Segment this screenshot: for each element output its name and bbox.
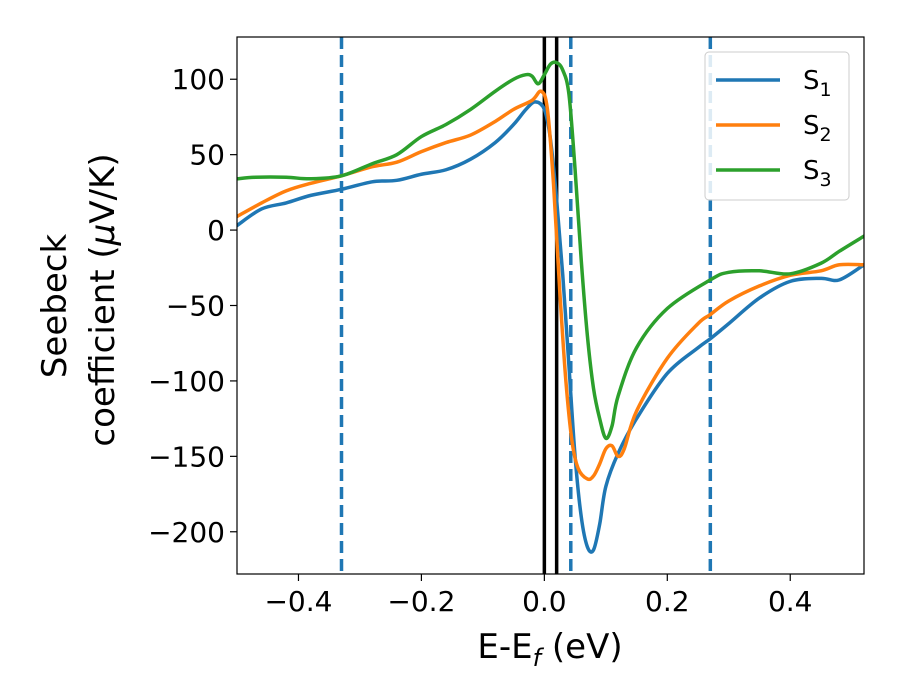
y-axis-label-unit: V/K) (83, 153, 123, 223)
y-tick-label: −150 (148, 440, 225, 473)
x-axis-label-main: E-E (477, 627, 532, 667)
legend-label-subscript: 3 (820, 169, 832, 191)
y-tick-label: −200 (148, 516, 225, 549)
legend-label-subscript: 1 (820, 79, 832, 101)
y-tick-label: −50 (166, 290, 225, 323)
legend-label-main: S (803, 66, 820, 96)
y-tick-label: −100 (148, 365, 225, 398)
x-tick-label: 0.0 (522, 585, 567, 618)
x-tick-label: 0.2 (645, 585, 690, 618)
legend-label-s2: S2 (803, 111, 832, 146)
y-axis-label-mu: μ (83, 224, 123, 247)
y-axis-label-line2: coefficient (μV/K) (83, 153, 123, 446)
y-axis-label-prefix: coefficient ( (83, 245, 123, 446)
legend-label-main: S (803, 156, 820, 186)
x-axis-label: E-Ef (eV) (477, 627, 622, 672)
x-axis: −0.4 −0.2 0.0 0.2 0.4 (264, 574, 813, 618)
series-lines (237, 60, 864, 554)
x-tick-label: −0.4 (264, 585, 332, 618)
series-line-s3 (237, 60, 864, 441)
y-axis: −200 −150 −100 −50 0 50 100 (148, 63, 237, 549)
series-line-s2 (237, 89, 864, 482)
x-tick-label: −0.2 (387, 585, 455, 618)
reference-lines (339, 37, 713, 574)
legend-label-main: S (803, 111, 820, 141)
y-tick-label: 0 (207, 214, 225, 247)
y-axis-label-line1: Seebeck (35, 234, 75, 379)
series-line-s1 (237, 100, 864, 554)
x-tick-label: 0.4 (768, 585, 813, 618)
y-tick-label: 100 (172, 63, 225, 96)
legend-label-s3: S3 (803, 156, 832, 191)
legend-label-s1: S1 (803, 66, 832, 101)
x-axis-label-unit: (eV) (541, 627, 623, 667)
legend-label-subscript: 2 (820, 124, 832, 146)
y-tick-label: 50 (189, 139, 225, 172)
